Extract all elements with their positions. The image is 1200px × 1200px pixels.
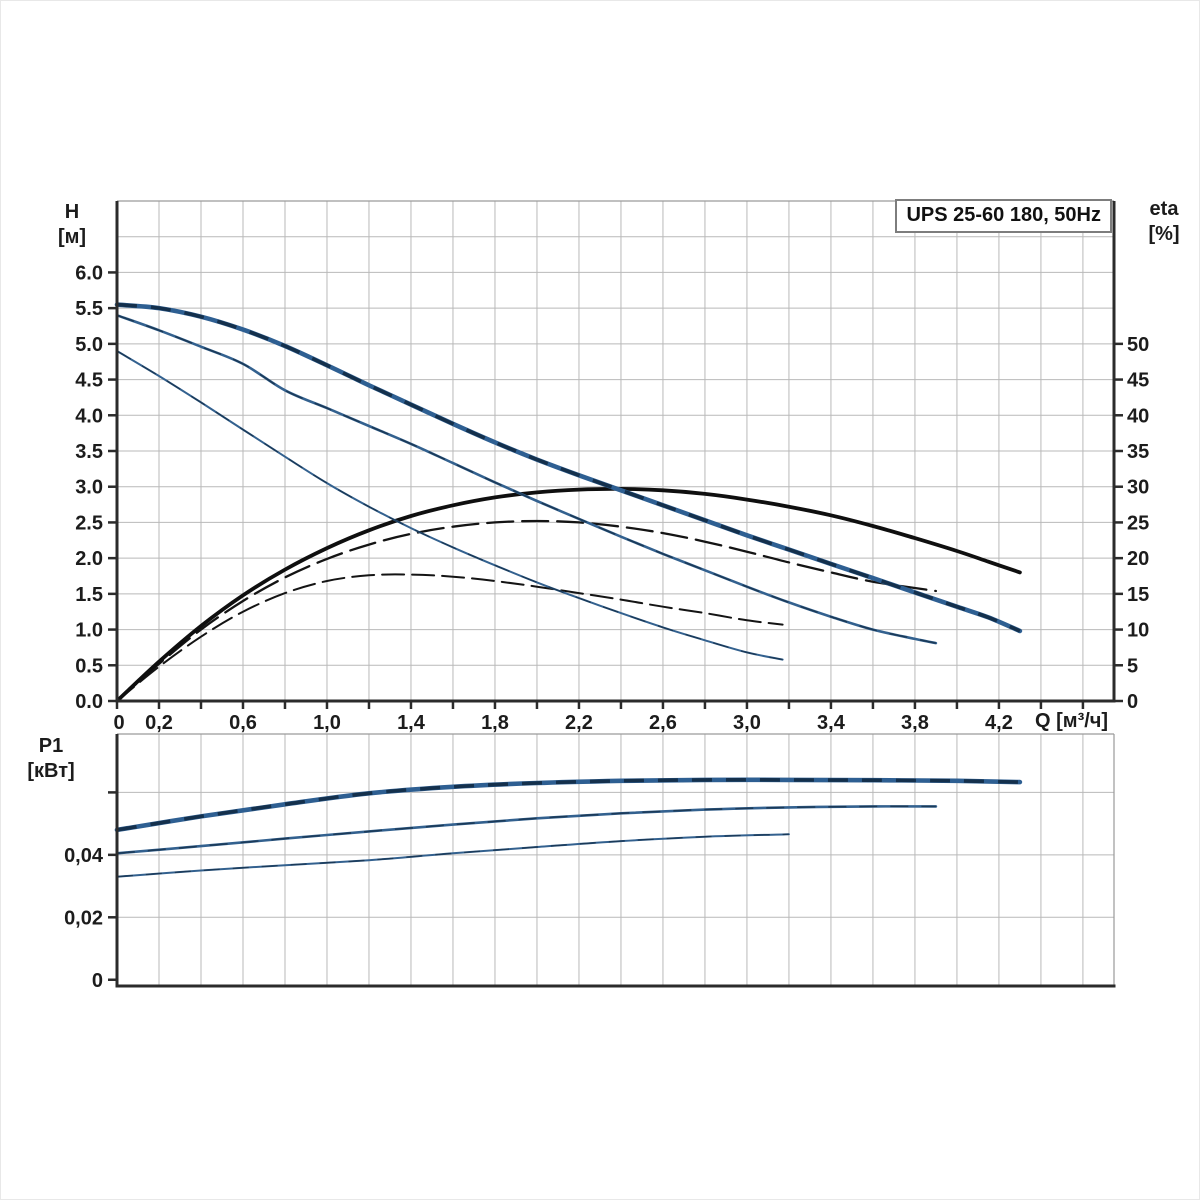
eta-tick-label: 0: [1127, 691, 1138, 713]
h-axis-title-symbol: H: [64, 201, 80, 223]
q-tick-label: 1,0: [313, 712, 341, 734]
eta-axis-title-unit: [%]: [1148, 223, 1180, 245]
q-tick-label: 3,4: [817, 712, 846, 734]
h-tick-label: 3.0: [75, 477, 103, 499]
q-tick-label: 1,4: [397, 712, 426, 734]
eta-axis-title-symbol: eta: [1149, 198, 1179, 220]
curve-overlay-p1-speed-3: [116, 778, 1020, 832]
eta-tick-label: 45: [1127, 370, 1149, 392]
p1-axis-title: P1 [кВт]: [15, 734, 87, 784]
eta-tick-label: 5: [1127, 655, 1138, 677]
pump-model-title-box: UPS 25-60 180, 50Hz: [895, 199, 1112, 233]
eta-tick-label: 40: [1127, 405, 1149, 427]
curve-overlay-head-speed-3: [116, 302, 1021, 633]
eta-tick-label: 15: [1127, 584, 1149, 606]
h-tick-label: 2.5: [75, 512, 103, 534]
q-tick-label: 3,8: [901, 712, 929, 734]
eta-tick-label: 30: [1127, 477, 1149, 499]
h-tick-label: 4.5: [75, 370, 103, 392]
eta-axis-title: eta [%]: [1135, 197, 1193, 247]
q-tick-label: 0: [113, 712, 124, 734]
curve-eta-speed-3: [115, 486, 1022, 703]
curve-overlay-p1-speed-2: [116, 805, 936, 855]
q-axis-title: Q [м³/ч]: [1035, 710, 1109, 732]
h-tick-label: 6.0: [75, 262, 103, 284]
eta-tick-label: 25: [1127, 512, 1149, 534]
q-tick-label: 1,8: [481, 712, 509, 734]
p1-axis-title-unit: [кВт]: [27, 760, 75, 782]
h-tick-label: 5.0: [75, 334, 103, 356]
h-tick-label: 5.5: [75, 298, 103, 320]
h-tick-label: 4.0: [75, 405, 103, 427]
q-tick-label: 2,6: [649, 712, 677, 734]
h-tick-label: 1.5: [75, 584, 103, 606]
p-tick-label: 0,04: [64, 845, 104, 867]
h-tick-label: 3.5: [75, 441, 103, 463]
h-tick-label: 2.0: [75, 548, 103, 570]
curve-p1-speed-3: [114, 777, 1023, 833]
p-tick-label: 0,02: [64, 907, 103, 929]
q-tick-label: 4,2: [985, 712, 1013, 734]
curve-head-speed-2: [115, 314, 938, 645]
eta-tick-label: 20: [1127, 548, 1149, 570]
h-axis-title: H [м]: [49, 200, 95, 250]
eta-tick-label: 50: [1127, 334, 1149, 356]
p1-axis-title-symbol: P1: [38, 735, 64, 757]
h-tick-label: 0.5: [75, 655, 103, 677]
q-tick-label: 0,2: [145, 712, 173, 734]
h-axis-title-unit: [м]: [57, 226, 87, 248]
curve-overlay-head-speed-1: [116, 350, 783, 661]
h-tick-label: 1.0: [75, 620, 103, 642]
q-tick-label: 0,6: [229, 712, 257, 734]
q-tick-label: 3,0: [733, 712, 761, 734]
curve-eta-speed-1: [116, 573, 784, 702]
curve-p1-speed-2: [115, 805, 938, 855]
curve-eta-speed-2: [115, 519, 938, 703]
h-tick-label: 0.0: [75, 691, 103, 713]
eta-tick-label: 10: [1127, 620, 1149, 642]
curve-overlay-p1-speed-1: [116, 833, 789, 878]
q-tick-label: 2,2: [565, 712, 593, 734]
eta-tick-label: 35: [1127, 441, 1149, 463]
p-tick-label: 0: [92, 970, 103, 992]
